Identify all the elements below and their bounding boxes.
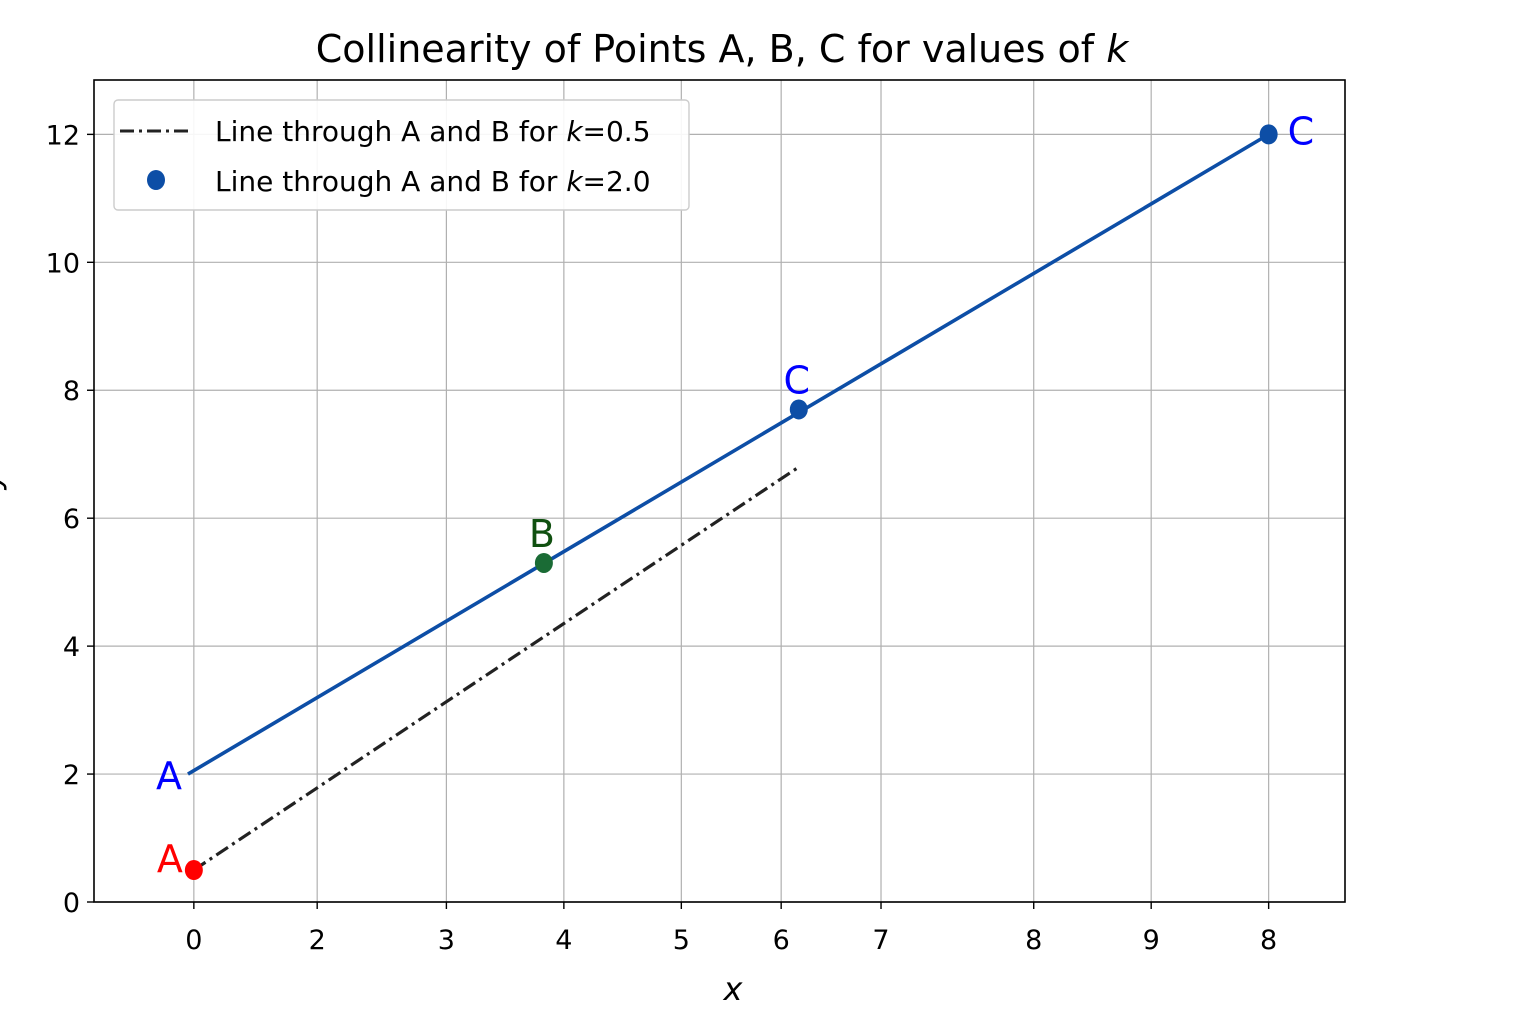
chart-title: Collinearity of Points A, B, C for value… (316, 27, 1131, 71)
x-tick-label: 2 (309, 925, 326, 956)
point-label-a: A (156, 754, 182, 798)
point-marker-c (1259, 124, 1278, 145)
legend-box (113, 99, 690, 211)
x-tick-label: 9 (1143, 925, 1160, 956)
point-label-c: C (1288, 109, 1315, 153)
x-tick-label: 3 (438, 925, 455, 956)
chart-title-var: k (1106, 27, 1130, 71)
points-layer: AA B C C (156, 109, 1314, 881)
legend-entry-k20-prefix: Line through A and B for (215, 165, 566, 198)
legend-entry-k20-var: k (566, 165, 584, 198)
y-tick-label: 12 (46, 120, 80, 151)
series-layer (187, 132, 1270, 872)
point-marker-c (789, 399, 808, 420)
y-tick-label: 8 (63, 376, 80, 407)
y-tick-label: 4 (63, 632, 80, 663)
legend-entry-k05-var: k (566, 115, 584, 148)
y-tick-label: 10 (46, 248, 80, 279)
point-marker-b (534, 552, 553, 573)
legend-entry-k20: Line through A and B for k=2.0 (215, 165, 651, 198)
legend-entry-k05-prefix: Line through A and B for (215, 115, 566, 148)
legend: Line through A and B for k=0.5 Line thro… (113, 99, 690, 211)
x-tick-label: 8 (1025, 925, 1042, 956)
chart-title-prefix: Collinearity of Points A, B, C for value… (316, 27, 1107, 71)
x-tick-label: 7 (872, 925, 889, 956)
x-tick-label: 4 (555, 925, 572, 956)
y-tick-label: 2 (63, 760, 80, 791)
y-tick-label: 6 (63, 504, 80, 535)
point-marker-a (184, 860, 203, 881)
legend-swatch-marker (147, 170, 165, 190)
x-tick-label: 5 (673, 925, 690, 956)
x-tick-label: 6 (773, 925, 790, 956)
series-line-k20 (187, 132, 1270, 776)
point-label-a: A (157, 837, 183, 881)
x-tick-label: 0 (185, 925, 202, 956)
y-axis-label: y (0, 469, 8, 490)
series-line-k05 (192, 465, 800, 872)
legend-entry-k05: Line through A and B for k=0.5 (215, 115, 651, 148)
plot-frame (93, 79, 1346, 903)
x-tick-label: 8 (1260, 925, 1277, 956)
legend-entry-k20-suffix: =2.0 (583, 165, 651, 198)
y-tick-label: 0 (63, 888, 80, 919)
point-label-c: C (784, 358, 811, 402)
legend-entry-k05-suffix: =0.5 (583, 115, 651, 148)
x-axis-label: x (723, 970, 744, 1008)
x-ticks: 0 2 3 4 5 6 7 8 9 8 (185, 902, 1277, 956)
point-label-b: B (529, 512, 555, 556)
y-ticks: 0 2 4 6 8 10 12 (46, 120, 94, 919)
